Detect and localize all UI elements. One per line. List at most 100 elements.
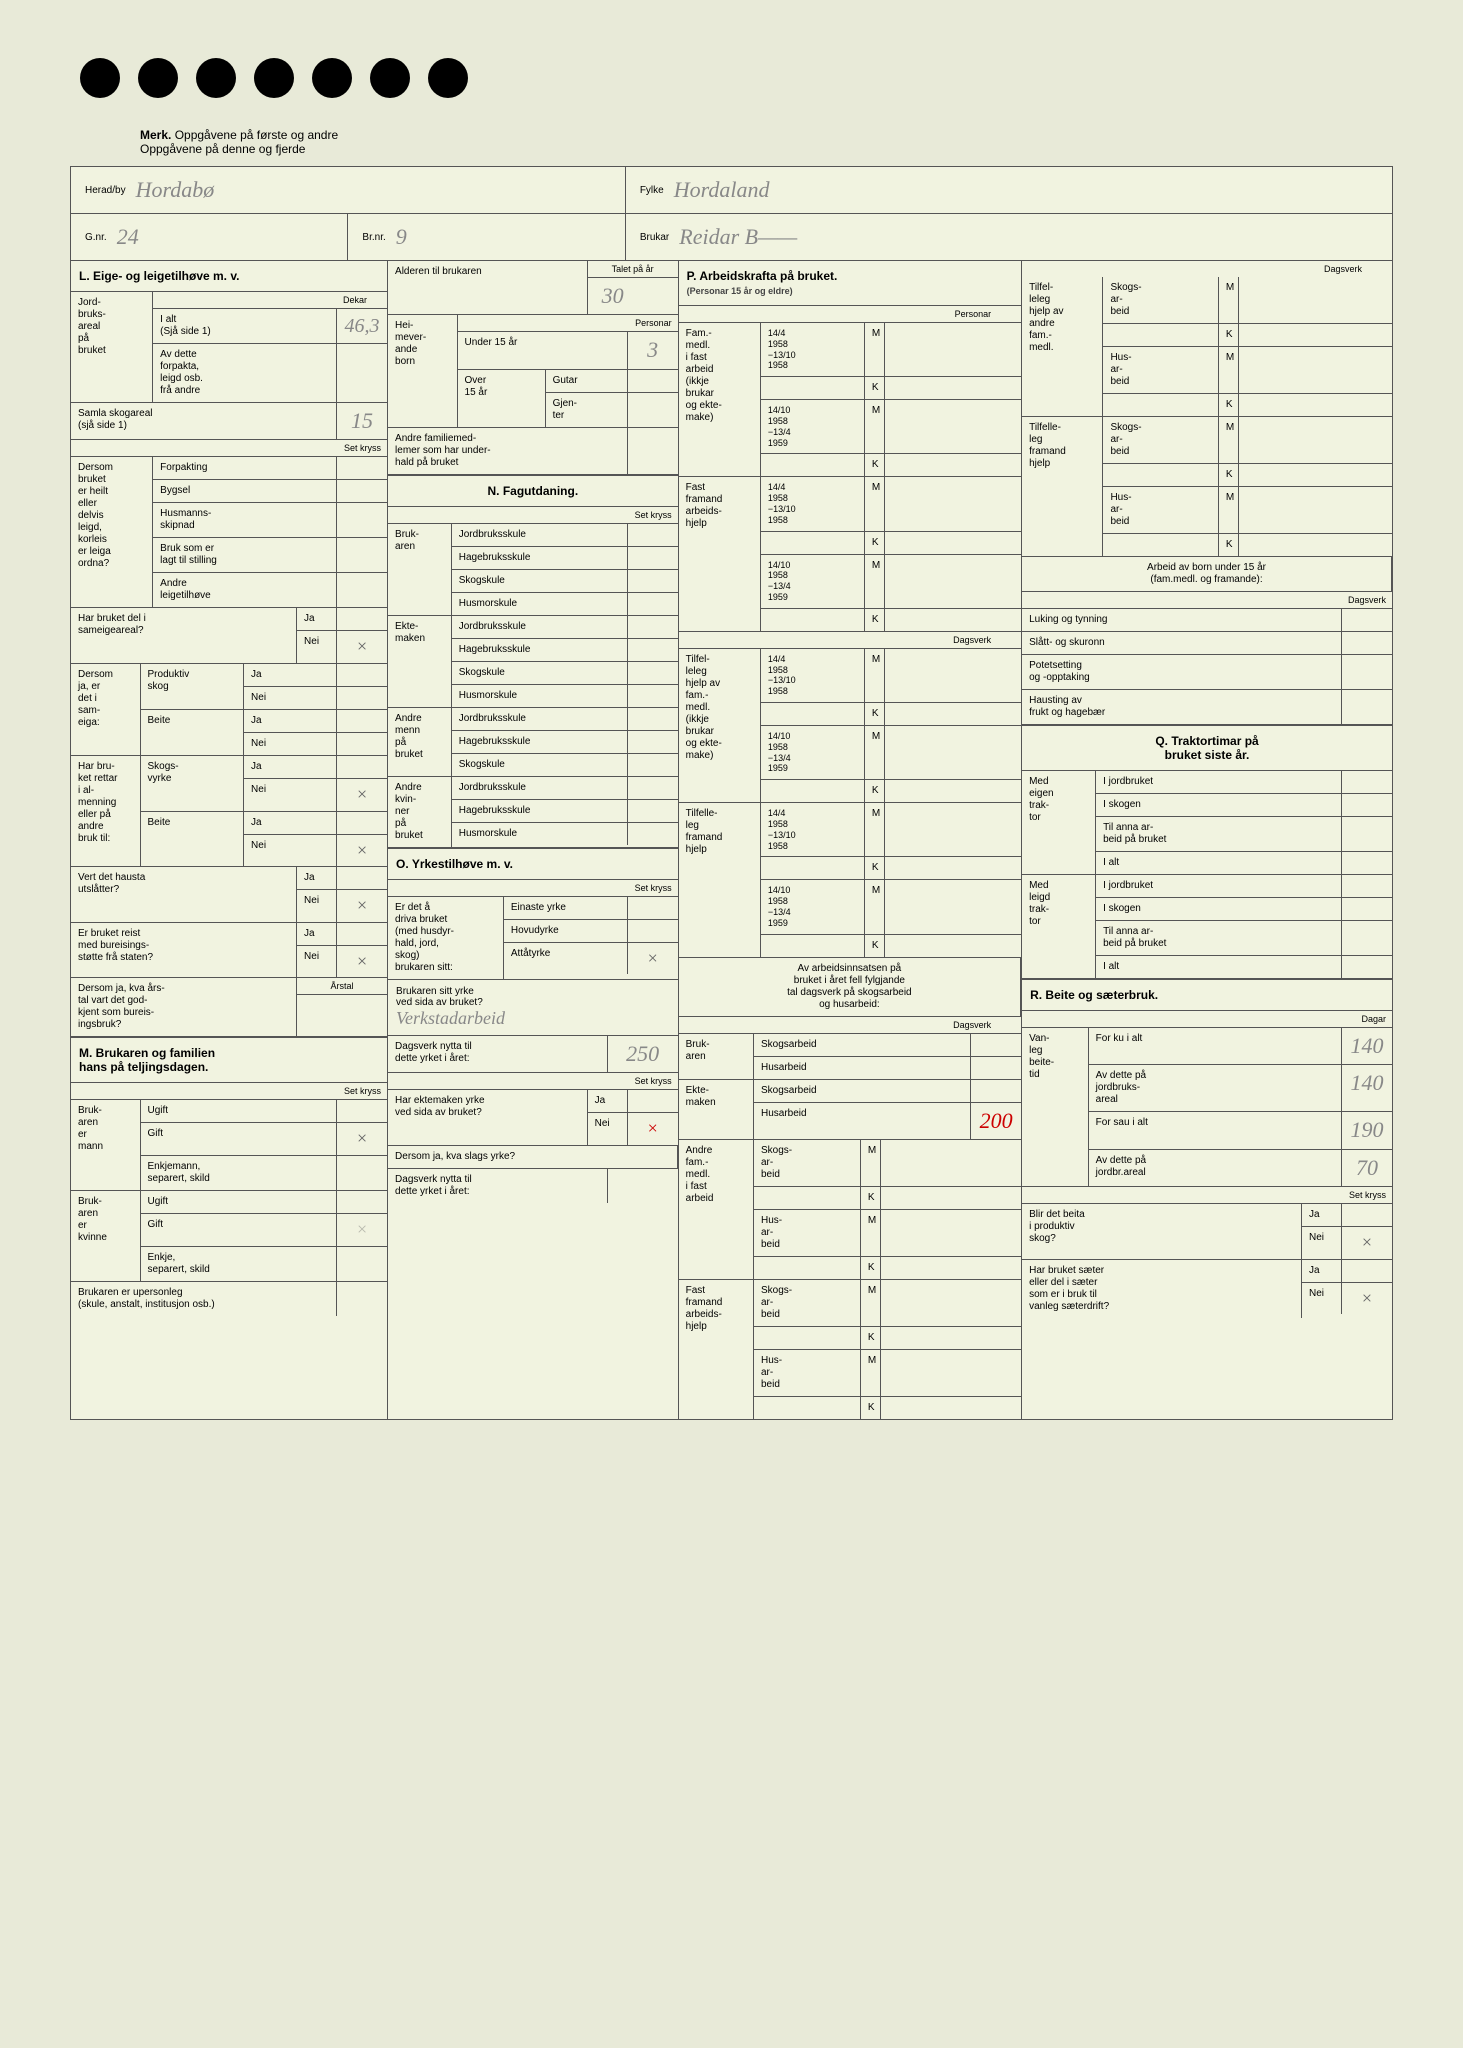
mann-label: Bruk- aren er mann: [71, 1100, 141, 1190]
R-val: 140: [1350, 1033, 1383, 1058]
k: K: [861, 1257, 881, 1279]
Q-opt: I jordbruket: [1096, 875, 1342, 897]
m: M: [861, 1140, 881, 1186]
mann-gift-x: ×: [357, 1128, 367, 1148]
k: K: [865, 857, 885, 879]
skule: Skogskule: [452, 662, 628, 684]
tilf-andre-label: Tilfel- leleg hjelp av andre fam.- medl.: [1022, 277, 1103, 416]
brnr-label: Br.nr.: [362, 232, 385, 243]
aarstal-head: Årstal: [297, 978, 387, 995]
avdette-label: Av dette forpakta, leigd osb. frå andre: [153, 344, 337, 402]
kvaslags-label: Dersom ja, kva slags yrke?: [388, 1146, 678, 1169]
skogsarbeid-short: Skogs- ar- beid: [754, 1140, 861, 1186]
ja: Ja: [244, 664, 337, 686]
gjenter-label: Gjen- ter: [546, 393, 628, 427]
dagar-head: Dagar: [1022, 1011, 1392, 1028]
merk-text1: Oppgåvene på første og andre: [175, 128, 338, 142]
punch-hole: [196, 58, 236, 98]
ja: Ja: [244, 756, 337, 778]
attat-x: ×: [648, 948, 658, 968]
period: 14/10 1958 −13/4 1959: [761, 726, 865, 779]
section-P-title: P. Arbeidskrafta på bruket. (Personar 15…: [679, 261, 1021, 306]
dagsverk-head-c4: Dagsverk: [1022, 261, 1392, 277]
setkryss-N: Set kryss: [388, 507, 678, 524]
section-L-title: L. Eige- og leigetilhøve m. v.: [71, 261, 387, 292]
brukaren-P: Bruk- aren: [679, 1034, 754, 1079]
gnr-value: 24: [117, 224, 139, 250]
m: M: [865, 649, 885, 702]
tilfelleleg-framand-label: Tilfelle- leg framand hjelp: [679, 803, 761, 956]
samla-value: 15: [351, 408, 373, 433]
skogsarbeid: Skogsarbeid: [754, 1080, 971, 1102]
setkryss-R: Set kryss: [1022, 1187, 1392, 1204]
merk-text2: Oppgåvene på denne og fjerde: [140, 142, 305, 156]
nei: Nei: [1302, 1227, 1342, 1259]
ja: Ja: [297, 608, 337, 630]
nei: Nei: [1302, 1283, 1342, 1315]
kvinne-opt: Ugift: [141, 1191, 338, 1213]
nei: Nei: [244, 733, 337, 755]
period: 14/10 1958 −13/4 1959: [761, 400, 865, 453]
m: M: [865, 477, 885, 530]
R-opt: Av dette på jordbr.areal: [1089, 1150, 1342, 1186]
saeter-q: Har bruket sæter eller del i sæter som e…: [1022, 1260, 1302, 1318]
punch-hole: [312, 58, 352, 98]
section-N-title: N. Fagutdaning.: [388, 475, 678, 507]
ja: Ja: [1302, 1204, 1342, 1226]
kvinne-gift-x: ×: [357, 1219, 367, 1239]
R-opt: Av dette på jordbruks- areal: [1089, 1065, 1342, 1111]
Q-opt: Til anna ar- beid på bruket: [1096, 921, 1342, 955]
beite-label: Beite: [141, 710, 245, 755]
dagsverk-head-P: Dagsverk: [679, 632, 1021, 649]
ektemaken-P: Ekte- maken: [679, 1080, 754, 1139]
leige-opt: Andre leigetilhøve: [153, 573, 337, 607]
dagsverk-label: Dagsverk nytta til dette yrket i året:: [388, 1036, 608, 1072]
harbruket-label: Har bru- ket rettar i al- menning eller …: [71, 756, 141, 866]
upersonleg-label: Brukaren er upersonleg (skule, anstalt, …: [71, 1282, 337, 1316]
k: K: [1219, 394, 1239, 416]
skule: Husmorskule: [452, 593, 628, 615]
skogsarbeid: Skogsarbeid: [754, 1034, 971, 1056]
dagsverk-head-P2: Dagsverk: [679, 1017, 1021, 1034]
skule: Hagebruksskule: [452, 547, 628, 569]
husarbeid-short: Hus- ar- beid: [754, 1350, 861, 1396]
alder-value: 30: [602, 283, 624, 308]
dersom-leiga-label: Dersom bruket er heilt eller delvis leig…: [71, 457, 153, 607]
R-val: 70: [1356, 1155, 1378, 1180]
kvinne-opt: Enkje, separert, skild: [141, 1247, 338, 1281]
period: 14/4 1958 −13/10 1958: [761, 323, 865, 376]
skule: Skogskule: [452, 754, 628, 776]
k: K: [865, 703, 885, 725]
skule: Hagebruksskule: [452, 800, 628, 822]
born-opt: Hausting av frukt og hagebær: [1022, 690, 1342, 724]
ja: Ja: [297, 867, 337, 889]
andrefam-label: Andre familiemed- lemer som har under- h…: [388, 428, 628, 474]
k: K: [865, 609, 885, 631]
bureising-q: Er bruket reist med bureisings- støtte f…: [71, 923, 297, 978]
saeter-nei-x: ×: [1362, 1288, 1372, 1308]
skule: Jordbruksskule: [452, 708, 628, 730]
beite2-label: Beite: [141, 812, 245, 867]
personar-head-P: Personar: [679, 306, 1021, 323]
Q-opt: I skogen: [1096, 794, 1342, 816]
beite2-nei-x: ×: [357, 840, 367, 860]
dekar-head: Dekar: [153, 292, 387, 309]
skule: Jordbruksskule: [452, 777, 628, 799]
alder-label: Alderen til brukaren: [388, 261, 588, 314]
P-subtitle: (Personar 15 år og eldre): [687, 286, 793, 296]
nei: Nei: [297, 946, 337, 978]
skule: Husmorskule: [452, 685, 628, 707]
ja: Ja: [588, 1090, 628, 1112]
Q-opt: I jordbruket: [1096, 771, 1342, 793]
brnr-value: 9: [396, 224, 407, 250]
mann-opt: Gift: [141, 1123, 338, 1155]
prodskog-label: Produktiv skog: [141, 664, 245, 709]
nei: Nei: [588, 1113, 628, 1145]
section-M-title: M. Brukaren og familien hans på teljings…: [71, 1037, 387, 1083]
m: M: [1219, 417, 1239, 463]
brukaren-N: Bruk- aren: [388, 524, 452, 615]
skogsvyrke-nei-x: ×: [357, 784, 367, 804]
m: M: [865, 803, 885, 856]
taletpaaar: Talet på år: [588, 261, 678, 278]
personar-head: Personar: [458, 315, 678, 332]
